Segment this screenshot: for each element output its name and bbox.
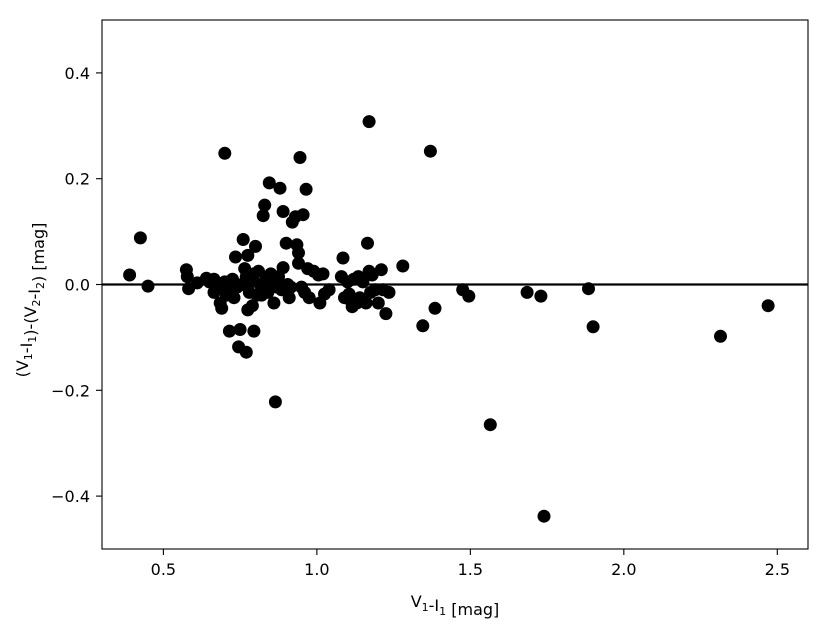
data-point xyxy=(423,144,437,158)
data-point xyxy=(416,319,430,333)
data-point xyxy=(292,246,305,260)
y-tick-label: 0.4 xyxy=(65,64,90,83)
data-point xyxy=(236,233,250,246)
data-point xyxy=(282,291,296,305)
data-point xyxy=(215,301,229,315)
data-point xyxy=(396,259,410,273)
x-tick-label: 2.5 xyxy=(765,560,790,579)
x-tick-label: 2.0 xyxy=(611,560,636,579)
data-point xyxy=(247,324,261,338)
data-point xyxy=(222,324,236,338)
data-point xyxy=(276,261,290,275)
data-point xyxy=(218,146,232,160)
data-point xyxy=(299,182,313,196)
data-point xyxy=(520,285,534,299)
data-point xyxy=(267,296,281,310)
data-point xyxy=(428,301,442,315)
data-point xyxy=(245,299,259,313)
data-point xyxy=(537,509,551,523)
points-layer xyxy=(123,115,775,523)
x-tick-label: 0.5 xyxy=(151,560,176,579)
data-point xyxy=(273,181,287,195)
data-point xyxy=(336,251,350,265)
data-point xyxy=(322,283,336,297)
data-point xyxy=(316,267,330,281)
data-point xyxy=(379,307,393,321)
data-point xyxy=(268,395,282,409)
data-point xyxy=(180,270,194,284)
x-axis-label: V1-I1 [mag] xyxy=(411,592,500,619)
data-point xyxy=(374,263,388,277)
data-point xyxy=(276,205,290,218)
data-point xyxy=(256,209,270,223)
y-tick-label: 0.0 xyxy=(65,276,90,295)
data-point xyxy=(233,323,247,336)
y-tick-label: −0.4 xyxy=(51,487,90,506)
data-point xyxy=(227,291,241,305)
data-point xyxy=(296,208,310,222)
data-point xyxy=(359,296,373,310)
x-tick-label: 1.0 xyxy=(304,560,329,579)
data-point xyxy=(239,345,253,359)
data-point xyxy=(534,289,548,303)
data-point xyxy=(141,279,155,293)
data-point xyxy=(258,198,272,212)
data-point xyxy=(371,296,385,310)
x-tick-label: 1.5 xyxy=(458,560,483,579)
data-point xyxy=(714,329,727,343)
data-point xyxy=(483,418,497,432)
data-point xyxy=(133,231,147,245)
data-point xyxy=(462,289,476,303)
data-point xyxy=(761,299,775,313)
data-point xyxy=(123,268,137,282)
y-tick-label: −0.2 xyxy=(51,381,90,400)
data-point xyxy=(362,115,376,129)
data-point xyxy=(361,236,374,250)
x-axis-ticks: 0.5 1.0 1.5 2.0 2.5 xyxy=(151,549,790,579)
data-point xyxy=(293,151,307,164)
data-point xyxy=(382,285,396,299)
data-point xyxy=(279,236,293,250)
y-axis-label: (V1-I1)-(V2-I2) [mag] xyxy=(13,223,48,378)
data-point xyxy=(262,176,276,190)
y-axis-ticks: −0.4 −0.2 0.0 0.2 0.4 xyxy=(51,64,102,506)
data-point xyxy=(302,291,316,305)
data-point xyxy=(229,250,242,264)
data-point xyxy=(241,248,255,262)
data-point xyxy=(249,239,262,253)
data-point xyxy=(586,320,600,334)
y-tick-label: 0.2 xyxy=(65,170,90,189)
